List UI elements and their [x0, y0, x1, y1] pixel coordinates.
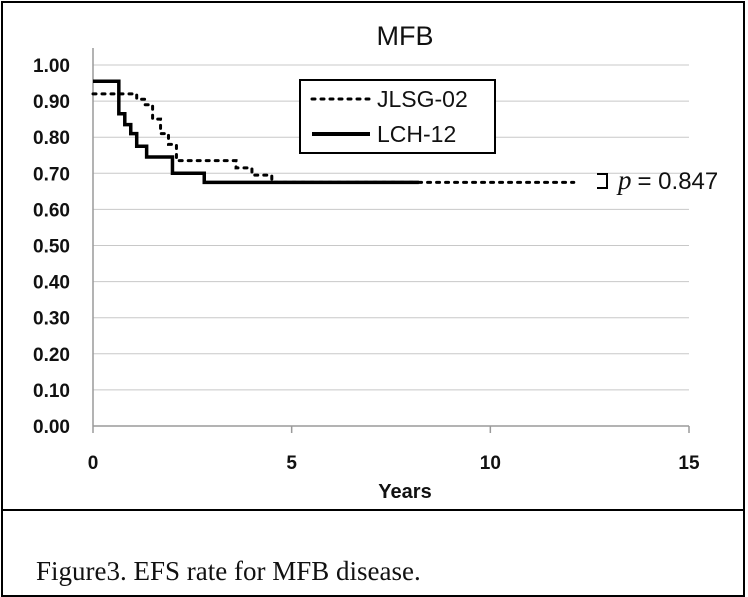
x-axis-label: Years [378, 481, 431, 503]
caption-panel [1, 511, 745, 597]
y-tick-label-7: 0.70 [33, 164, 70, 185]
y-tick-label-8: 0.80 [33, 128, 70, 149]
y-tick-label-3: 0.30 [33, 309, 70, 330]
y-tick-label-9: 0.90 [33, 92, 70, 113]
legend-box [299, 79, 496, 154]
series-line-lch-12 [93, 79, 419, 185]
y-tick-label-4: 0.40 [33, 273, 70, 294]
p-symbol: p [616, 165, 632, 195]
y-tick-label-2: 0.20 [33, 345, 70, 366]
legend-label-lch12: LCH-12 [377, 121, 456, 147]
axes [92, 48, 690, 433]
y-tick-label-6: 0.60 [33, 200, 70, 221]
chart-svg: 0.00 0.10 0.20 0.30 0.40 0.50 0.60 0.70 0.80 0.90… [33, 21, 718, 503]
series-lines [91, 79, 576, 185]
legend-label-jlsg02: JLSG-02 [377, 86, 468, 112]
y-tick-label-1: 0.10 [33, 381, 70, 402]
gridlines [93, 64, 689, 391]
y-tick-labels: 0.00 0.10 0.20 0.30 0.40 0.50 0.60 0.70 0.80 0.90… [33, 56, 70, 438]
x-tick-label-1: 5 [286, 453, 297, 474]
p-value: = 0.847 [638, 168, 719, 195]
y-tick-label-5: 0.50 [33, 237, 70, 258]
x-tick-label-3: 15 [678, 453, 700, 474]
y-tick-label-0: 0.00 [33, 417, 70, 438]
legend: JLSG-02 LCH-12 [299, 79, 496, 154]
x-tick-label-2: 10 [480, 453, 501, 474]
series-line-jlsg-02 [91, 92, 576, 184]
x-tick-labels: 0 5 10 15 [88, 453, 700, 474]
figure-caption: Figure3. EFS rate for MFB disease. [36, 556, 421, 586]
p-value-annotation: p = 0.847 [597, 165, 718, 195]
chart-title: MFB [377, 21, 434, 51]
x-tick-label-0: 0 [88, 453, 99, 474]
p-value-text: p = 0.847 [616, 165, 718, 195]
y-tick-label-10: 1.00 [33, 56, 70, 77]
p-value-bracket [597, 173, 608, 189]
